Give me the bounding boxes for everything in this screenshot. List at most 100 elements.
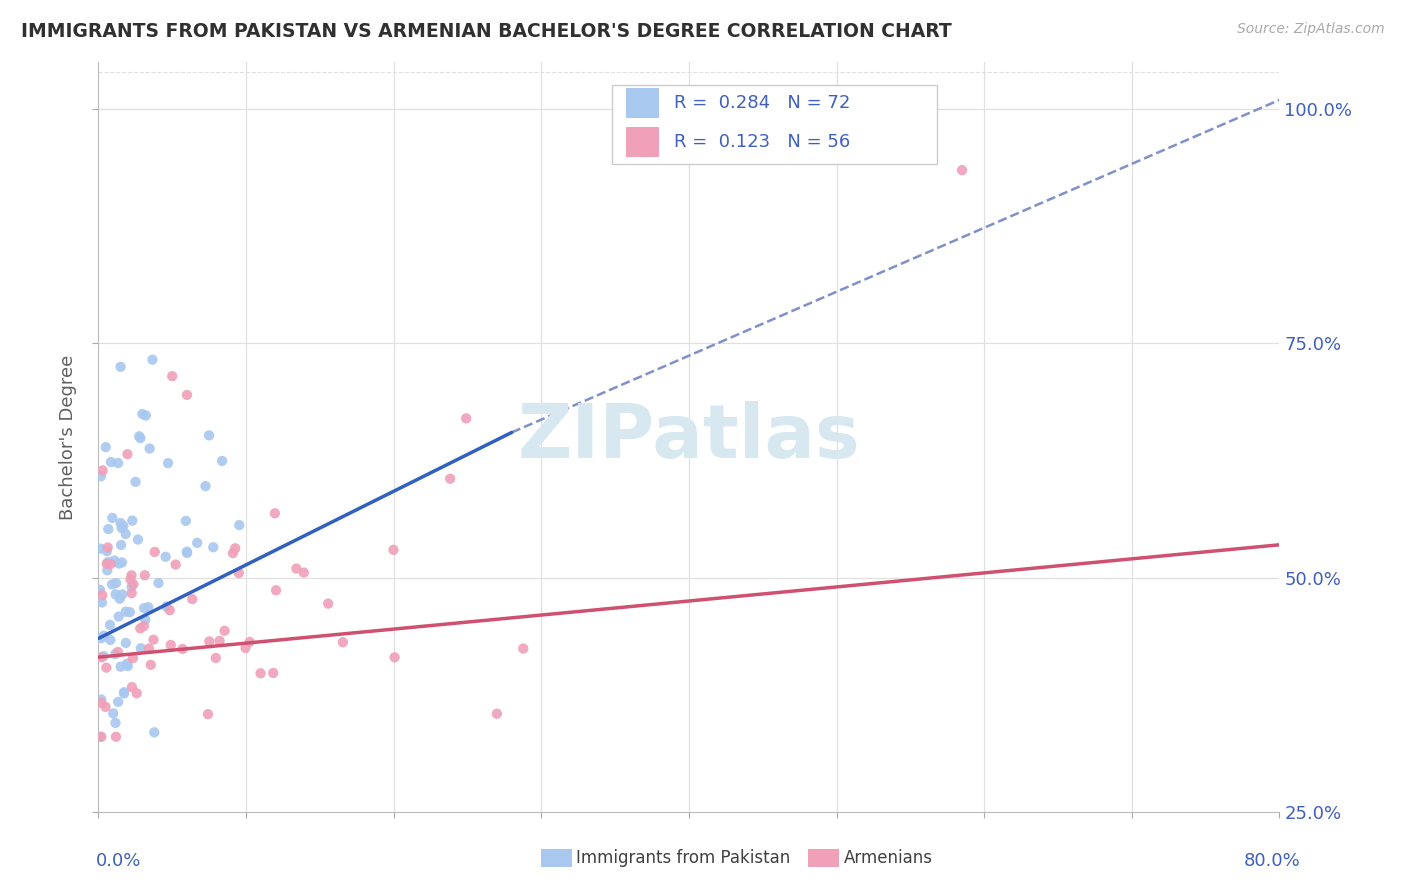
- Point: [93, 649, 115, 664]
- Point: [143, 545, 166, 559]
- Point: [197, 707, 219, 722]
- Point: [485, 706, 508, 721]
- Point: [176, 546, 198, 560]
- Point: [143, 725, 166, 739]
- Point: [165, 558, 187, 572]
- Point: [148, 576, 170, 591]
- Point: [134, 568, 156, 582]
- Point: [91, 595, 114, 609]
- Text: Armenians: Armenians: [844, 849, 932, 867]
- Point: [512, 641, 534, 656]
- Point: [198, 634, 221, 648]
- Point: [96, 660, 118, 674]
- Point: [103, 553, 125, 567]
- Point: [98, 618, 121, 632]
- Point: [118, 605, 141, 619]
- Point: [121, 580, 143, 594]
- Point: [108, 557, 131, 571]
- Point: [155, 549, 177, 564]
- Point: [110, 516, 132, 530]
- Point: [90, 692, 112, 706]
- Text: Source: ZipAtlas.com: Source: ZipAtlas.com: [1237, 22, 1385, 37]
- Point: [129, 431, 152, 445]
- Point: [110, 659, 132, 673]
- Point: [90, 631, 112, 645]
- Point: [89, 541, 111, 556]
- Point: [132, 619, 155, 633]
- Text: ZIPatlas: ZIPatlas: [517, 401, 860, 474]
- Point: [107, 609, 129, 624]
- Point: [316, 597, 339, 611]
- Point: [115, 636, 138, 650]
- Point: [112, 685, 135, 699]
- Point: [235, 640, 257, 655]
- Point: [111, 521, 134, 535]
- Point: [176, 388, 198, 402]
- Point: [101, 577, 124, 591]
- Point: [100, 557, 122, 571]
- Point: [89, 730, 111, 744]
- FancyBboxPatch shape: [626, 88, 659, 118]
- Point: [121, 586, 143, 600]
- Point: [124, 475, 146, 489]
- Point: [91, 463, 114, 477]
- Point: [129, 641, 152, 656]
- Point: [263, 506, 285, 520]
- Point: [157, 456, 180, 470]
- Text: R =  0.123   N = 56: R = 0.123 N = 56: [673, 133, 849, 152]
- Point: [162, 369, 183, 384]
- Point: [174, 514, 197, 528]
- Point: [172, 641, 194, 656]
- Point: [138, 442, 160, 456]
- Point: [96, 557, 118, 571]
- Point: [97, 555, 120, 569]
- Point: [110, 538, 132, 552]
- Point: [228, 566, 250, 580]
- Point: [264, 583, 287, 598]
- Point: [107, 695, 129, 709]
- Point: [224, 541, 246, 556]
- Point: [101, 511, 124, 525]
- Point: [139, 657, 162, 672]
- Point: [239, 635, 262, 649]
- Point: [141, 352, 163, 367]
- Point: [120, 573, 142, 587]
- Point: [117, 447, 139, 461]
- Point: [214, 624, 236, 638]
- Point: [89, 582, 111, 597]
- Point: [90, 696, 112, 710]
- Point: [96, 544, 118, 558]
- Point: [97, 541, 120, 555]
- Point: [114, 605, 136, 619]
- Point: [176, 544, 198, 558]
- Point: [384, 650, 406, 665]
- Point: [439, 472, 461, 486]
- Point: [155, 599, 177, 614]
- Point: [292, 566, 315, 580]
- Point: [108, 591, 131, 606]
- Point: [107, 645, 129, 659]
- Point: [132, 601, 155, 615]
- Point: [122, 651, 145, 665]
- Point: [104, 715, 127, 730]
- Point: [112, 686, 135, 700]
- Point: [382, 542, 405, 557]
- Point: [138, 641, 160, 656]
- Text: 80.0%: 80.0%: [1244, 852, 1301, 870]
- Point: [105, 576, 128, 591]
- Point: [115, 657, 138, 671]
- Point: [93, 629, 115, 643]
- Point: [159, 603, 181, 617]
- Point: [114, 527, 136, 541]
- Point: [96, 563, 118, 577]
- Text: IMMIGRANTS FROM PAKISTAN VS ARMENIAN BACHELOR'S DEGREE CORRELATION CHART: IMMIGRANTS FROM PAKISTAN VS ARMENIAN BAC…: [21, 22, 952, 41]
- Point: [285, 561, 308, 575]
- Text: Immigrants from Pakistan: Immigrants from Pakistan: [576, 849, 790, 867]
- Point: [131, 407, 153, 421]
- Point: [332, 635, 354, 649]
- Point: [128, 429, 150, 443]
- Point: [110, 359, 132, 374]
- Point: [142, 632, 165, 647]
- Point: [135, 409, 157, 423]
- Point: [90, 650, 112, 665]
